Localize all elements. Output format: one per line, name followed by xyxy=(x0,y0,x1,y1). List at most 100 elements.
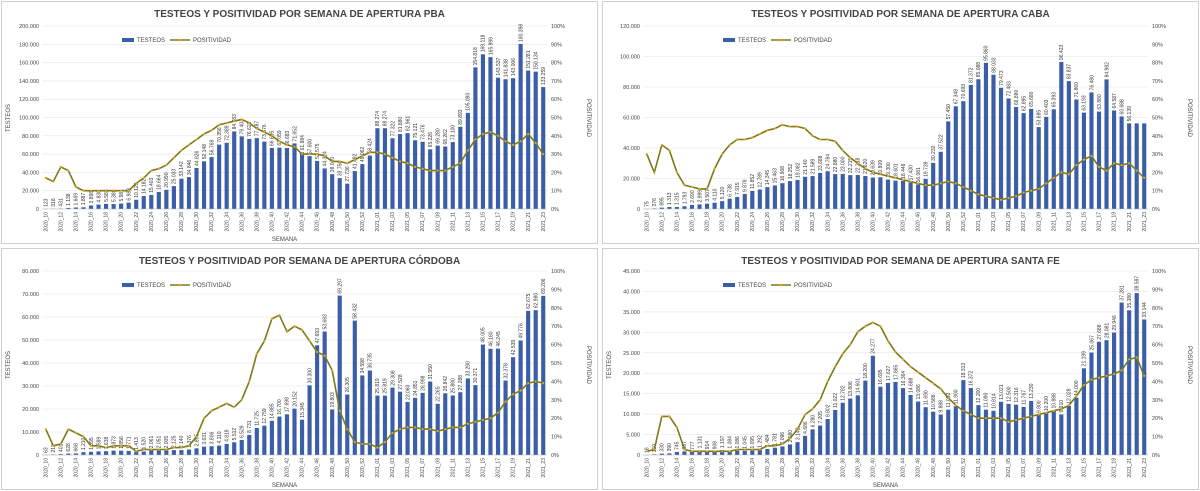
data-label: 628 xyxy=(66,443,72,452)
positivity-point xyxy=(59,165,62,169)
bar xyxy=(66,453,71,455)
positivity-point xyxy=(683,184,686,187)
positivity-point xyxy=(819,398,822,401)
bar xyxy=(473,67,478,210)
data-label: 84.982 xyxy=(1104,62,1110,78)
legend-label-positividad: POSITIVIDAD xyxy=(193,283,232,289)
y-tick-label: 120.000 xyxy=(620,24,640,30)
positivity-point xyxy=(195,435,198,438)
bar xyxy=(810,176,815,209)
data-label: 2.999 xyxy=(697,190,703,203)
positivity-point xyxy=(856,330,859,333)
data-label: 36.735 xyxy=(368,353,374,369)
positivity-point xyxy=(293,325,296,328)
data-label: 10.588 xyxy=(931,394,937,410)
x-tick-label: 2021_17 xyxy=(1097,212,1103,232)
positivity-point xyxy=(1037,187,1040,190)
data-label: 668 xyxy=(74,443,80,452)
data-label: 34.846 xyxy=(187,160,193,176)
y2-tick-label: 20% xyxy=(1152,416,1163,422)
positivity-point xyxy=(225,402,228,405)
data-label: 11.090 xyxy=(984,393,990,408)
bar xyxy=(1127,310,1132,455)
data-label: 75.121 xyxy=(413,123,419,139)
positivity-point xyxy=(157,167,160,170)
positivity-point xyxy=(210,129,213,132)
x-tick-label: 2020_40 xyxy=(269,458,275,478)
bar xyxy=(1074,99,1079,209)
chart-santa-fe: TESTEOS Y POSITIVIDAD POR SEMANA DE APER… xyxy=(607,256,1192,489)
positivity-point xyxy=(89,189,93,192)
data-label: 2.690 xyxy=(690,190,696,203)
bar xyxy=(458,126,463,209)
positivity-point xyxy=(527,382,530,385)
data-label: 34.598 xyxy=(360,358,366,374)
data-label: 16.700 xyxy=(277,399,283,415)
positivity-point xyxy=(202,132,206,136)
bar xyxy=(209,446,214,455)
bar xyxy=(900,388,906,455)
bar xyxy=(689,204,695,209)
data-label: 15.403 xyxy=(149,177,155,193)
x-tick-label: 2021_07 xyxy=(1021,458,1027,478)
data-label: 13.086 xyxy=(916,384,922,400)
data-label: 1.638 xyxy=(104,437,110,450)
x-tick-label: 2020_44 xyxy=(901,212,907,232)
positivity-point xyxy=(120,189,123,192)
data-label: 18.313 xyxy=(961,363,967,379)
bar xyxy=(1104,340,1109,455)
positivity-point xyxy=(368,442,371,446)
data-label: 76.480 xyxy=(1089,75,1095,91)
bar xyxy=(299,152,305,209)
y-tick-label: 40.000 xyxy=(623,146,640,152)
x-tick-label: 2021_21 xyxy=(1127,212,1133,232)
positivity-point xyxy=(1067,173,1070,176)
x-tick-label: 2020_24 xyxy=(750,458,756,478)
data-label: 39.597 xyxy=(1134,276,1140,292)
positivity-point xyxy=(444,428,447,431)
data-label: 7.205 xyxy=(818,411,824,424)
data-label: 10.123 xyxy=(134,182,140,198)
x-tick-label: 2020_32 xyxy=(810,458,816,478)
positivity-point xyxy=(368,151,371,154)
data-label: 21.620 xyxy=(863,159,869,175)
bar xyxy=(750,450,755,455)
positivity-point xyxy=(1128,162,1131,165)
x-tick-label: 2020_38 xyxy=(855,212,861,232)
positivity-point xyxy=(879,173,882,176)
y-tick-label: 60.000 xyxy=(22,152,39,158)
bar xyxy=(878,177,883,209)
bar xyxy=(352,320,357,455)
bar xyxy=(667,453,672,455)
positivity-point xyxy=(202,417,206,420)
positivity-point xyxy=(429,428,432,431)
positivity-point xyxy=(504,400,507,403)
data-label: 71.652 xyxy=(292,126,298,142)
bar xyxy=(149,450,154,455)
x-tick-label: 2020_42 xyxy=(886,458,892,478)
bar xyxy=(541,87,546,209)
data-label: 16.908 xyxy=(780,166,786,182)
bar xyxy=(1029,400,1034,455)
x-tick-label: 2020_32 xyxy=(209,458,215,478)
bar xyxy=(217,144,222,209)
x-tick-label: 2020_20 xyxy=(119,458,125,478)
data-label: 19.082 xyxy=(795,162,801,178)
positivity-point xyxy=(406,426,409,429)
y-tick-label: 10.000 xyxy=(623,412,640,418)
data-label: 25.819 xyxy=(383,378,389,394)
data-label: 1.292 xyxy=(758,435,764,448)
data-label: 79.403 xyxy=(240,119,246,135)
data-label: 72.483 xyxy=(1006,81,1012,97)
positivity-point xyxy=(248,121,251,125)
positivity-point xyxy=(308,153,311,156)
bar xyxy=(450,142,455,209)
bar xyxy=(795,442,800,455)
x-tick-label: 2020_24 xyxy=(149,212,155,232)
x-tick-label: 2020_44 xyxy=(300,458,306,478)
x-tick-label: 2020_10 xyxy=(644,212,650,232)
positivity-point xyxy=(474,420,477,423)
y-tick-label: 45.000 xyxy=(623,269,640,275)
x-tick-label: 2020_22 xyxy=(134,212,140,232)
data-label: 68.262 xyxy=(443,129,449,145)
